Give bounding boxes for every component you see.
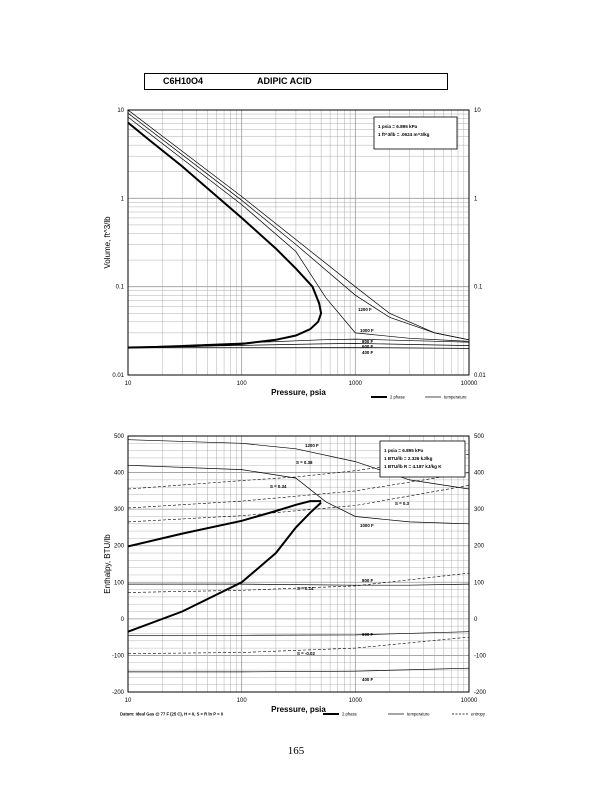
volume-plot-frame — [127, 109, 470, 376]
series-line — [128, 631, 469, 636]
entropy-line — [128, 472, 469, 509]
x-axis-label: Pressure, psia — [271, 705, 326, 714]
compound-formula: C6H10O4 — [163, 76, 204, 86]
curve-label: S = 0.14 — [297, 586, 314, 591]
y-tick-label: 0.1 — [116, 285, 125, 291]
x-tick-label: 100 — [237, 698, 248, 704]
legend-label: entropy — [471, 712, 486, 717]
conversion-note-box — [379, 440, 466, 478]
entropy-line — [128, 485, 469, 523]
y-tick-label: 0 — [121, 617, 125, 623]
series-line — [128, 121, 323, 349]
y-tick-label: 10 — [117, 108, 124, 114]
x-tick-label: 1000 — [349, 381, 363, 387]
curve-label: 600 F — [362, 344, 374, 349]
entropy-line — [128, 636, 469, 654]
x-tick-label: 10000 — [461, 381, 478, 387]
y-tick-label: 100 — [114, 580, 125, 586]
y-tick-label-right: 10 — [474, 108, 481, 114]
legend-label: temperature — [407, 712, 430, 717]
y-tick-label-right: 0.1 — [474, 285, 483, 291]
series-line — [128, 667, 469, 673]
y-tick-label-right: -200 — [474, 690, 487, 696]
y-tick-label-right: 500 — [474, 434, 485, 440]
y-tick-label: 500 — [114, 434, 125, 440]
series-line — [128, 338, 469, 348]
series-line — [128, 116, 469, 342]
x-tick-label: 1000 — [349, 698, 363, 704]
datum-note: Datum: Ideal Gas @ 77 F (25 C), H = 0, S… — [120, 712, 224, 717]
conversion-note-line: 1 ft^3/lb = .0624 m^3/kg — [378, 132, 430, 137]
curve-label: 1200 F — [358, 307, 372, 312]
y-axis-label: Enthalpy, BTU/lb — [103, 534, 112, 594]
volume-chart: 10 100 1000 10000 0.01 0.01 0.1 0.1 1 1 10 10 Pressu… — [103, 108, 486, 400]
curve-label: 1200 F — [305, 443, 319, 448]
series-line — [128, 583, 469, 586]
conversion-note: 1 psia = 6.895 kPa 1 BTU/lb = 2.326 kJ/kg… — [379, 440, 466, 478]
y-tick-label-right: 300 — [474, 507, 485, 513]
y-tick-label: 0.01 — [112, 373, 124, 379]
chart-title-box: C6H10O4 ADIPIC ACID — [144, 73, 448, 90]
legend-label: 2 phase — [390, 395, 406, 400]
curve-label: 1000 F — [360, 523, 374, 528]
y-tick-label-right: 0 — [474, 617, 478, 623]
y-tick-label-right: -100 — [474, 653, 487, 659]
conversion-note-line: 1 BTU/lb R = 4.187 kJ/kg K — [384, 464, 442, 469]
enthalpy-plot-frame — [127, 435, 470, 693]
y-tick-label: 400 — [114, 471, 125, 477]
y-tick-label: -200 — [112, 690, 125, 696]
curve-label: S = 0.38 — [296, 460, 313, 465]
y-tick-label: 300 — [114, 507, 125, 513]
y-tick-label-right: 200 — [474, 544, 485, 550]
entropy-line — [128, 572, 469, 593]
y-axis-label: Volume, ft^3/lb — [103, 216, 112, 269]
page-number: 165 — [287, 745, 305, 757]
conversion-note: 1 psia = 6.895 kPa 1 ft^3/lb = .0624 m^3/… — [373, 116, 458, 150]
curve-label: 1000 F — [360, 328, 374, 333]
series-line — [128, 501, 322, 633]
legend: 2 phase temperature — [371, 395, 467, 400]
y-tick-label-right: 400 — [474, 471, 485, 477]
curve-label: S = -0.02 — [297, 651, 315, 656]
legend-label: temperature — [444, 395, 467, 400]
legend: 2 phase temperature entropy — [323, 712, 486, 717]
legend-label: 2 phase — [342, 712, 358, 717]
x-tick-label: 10 — [125, 698, 132, 704]
x-axis-label: Pressure, psia — [271, 388, 326, 397]
curve-label: 800 F — [362, 339, 374, 344]
y-tick-label: -100 — [112, 653, 125, 659]
volume-curves — [128, 110, 469, 349]
conversion-note-box — [373, 116, 458, 150]
series-line — [128, 343, 469, 348]
x-tick-label: 10000 — [461, 698, 478, 704]
series-line — [128, 464, 469, 525]
conversion-note-line: 1 psia = 6.895 kPa — [384, 448, 424, 453]
y-tick-label-right: 1 — [474, 196, 478, 202]
series-line — [128, 500, 322, 548]
series-line — [128, 439, 469, 490]
curve-label: 600 F — [362, 632, 374, 637]
conversion-note-line: 1 psia = 6.895 kPa — [378, 124, 418, 129]
conversion-note-line: 1 BTU/lb = 2.326 kJ/kg — [384, 456, 433, 461]
curve-label: S = 0.34 — [270, 484, 287, 489]
curve-label: 800 F — [362, 578, 374, 583]
x-tick-label: 100 — [237, 381, 248, 387]
x-tick-label: 10 — [125, 381, 132, 387]
series-line — [128, 346, 469, 349]
curve-label: 400 F — [362, 677, 374, 682]
y-tick-label: 1 — [121, 196, 125, 202]
y-tick-label: 200 — [114, 544, 125, 550]
curve-label: S = 0.3 — [395, 501, 410, 506]
curve-label: 400 F — [362, 350, 374, 355]
compound-name: ADIPIC ACID — [257, 76, 312, 86]
series-line — [128, 110, 469, 341]
y-tick-label-right: 100 — [474, 580, 485, 586]
y-tick-label-right: 0.01 — [474, 373, 486, 379]
